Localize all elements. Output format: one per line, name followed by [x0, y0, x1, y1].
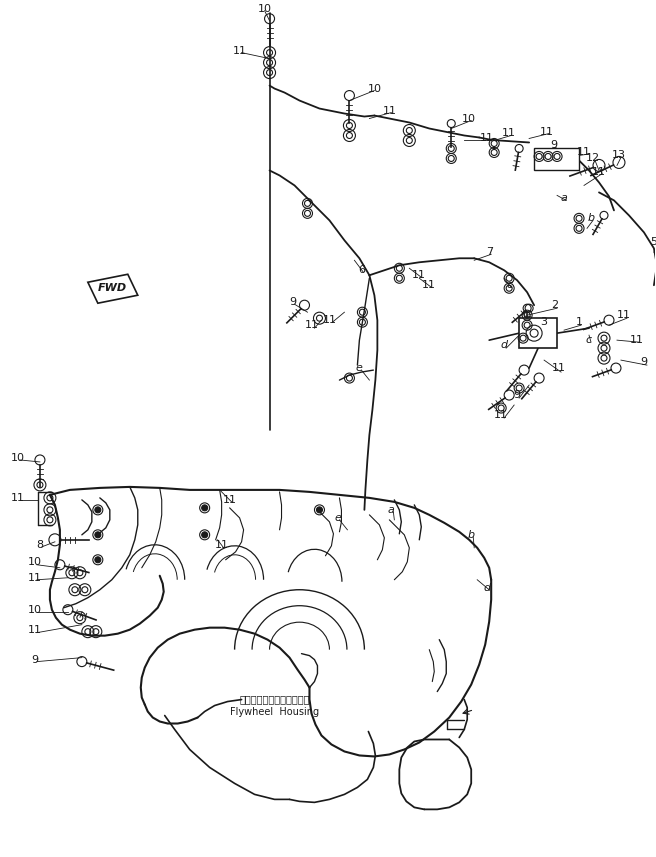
Text: 10: 10: [258, 3, 272, 14]
Text: 2: 2: [552, 300, 559, 310]
Text: 10: 10: [11, 453, 25, 463]
Text: 11: 11: [540, 128, 554, 137]
Bar: [519, 318, 557, 348]
Text: 10: 10: [367, 84, 381, 93]
Text: 11: 11: [592, 167, 606, 177]
Text: 11: 11: [630, 335, 644, 345]
Text: フライホイールハウジング: フライホイールハウジング: [239, 694, 310, 704]
Text: 11: 11: [480, 134, 494, 143]
Text: 10: 10: [462, 113, 476, 123]
Text: c: c: [586, 335, 592, 345]
Circle shape: [316, 506, 323, 512]
Text: 5: 5: [650, 237, 656, 248]
Text: 9: 9: [31, 655, 39, 665]
Text: 10: 10: [28, 605, 42, 614]
Text: 1: 1: [575, 317, 583, 327]
Text: 3: 3: [541, 317, 548, 327]
Text: 11: 11: [215, 540, 229, 550]
Text: 7: 7: [485, 248, 493, 257]
Text: 11: 11: [502, 129, 516, 139]
Circle shape: [95, 532, 101, 538]
Text: Flywheel  Housing: Flywheel Housing: [230, 706, 319, 716]
Text: FWD: FWD: [98, 283, 127, 293]
Text: 11: 11: [382, 105, 396, 116]
Circle shape: [201, 505, 208, 511]
Text: 11: 11: [494, 410, 508, 420]
Text: 11: 11: [304, 321, 318, 330]
Text: 11: 11: [11, 493, 25, 503]
Text: 11: 11: [617, 310, 631, 321]
Text: d: d: [501, 340, 508, 351]
Text: 9: 9: [550, 141, 558, 151]
Text: 11: 11: [323, 315, 337, 325]
Text: b: b: [468, 530, 475, 540]
Text: 11: 11: [413, 270, 426, 280]
Text: 8: 8: [36, 540, 43, 550]
Text: 11: 11: [222, 494, 237, 505]
Text: 11: 11: [552, 363, 566, 373]
Text: e: e: [334, 512, 341, 523]
Text: 11: 11: [28, 625, 42, 635]
Circle shape: [95, 506, 101, 512]
Text: 10: 10: [28, 557, 42, 566]
Text: e: e: [356, 363, 363, 373]
Text: 6: 6: [358, 266, 365, 275]
Text: 11: 11: [422, 280, 436, 291]
Text: 9: 9: [514, 390, 521, 400]
Circle shape: [201, 532, 208, 538]
Text: 11: 11: [28, 572, 42, 583]
Text: 9: 9: [289, 297, 296, 307]
Text: b: b: [588, 213, 594, 224]
Text: c: c: [506, 280, 512, 291]
Circle shape: [95, 557, 101, 563]
Text: 12: 12: [586, 153, 600, 164]
Bar: [534, 148, 579, 171]
Polygon shape: [88, 274, 138, 303]
Text: a: a: [388, 505, 395, 515]
Text: 13: 13: [612, 151, 626, 160]
Text: a: a: [561, 194, 567, 203]
Text: 11: 11: [577, 147, 591, 158]
Text: 9: 9: [640, 357, 647, 367]
Text: 11: 11: [233, 45, 247, 56]
Text: d: d: [483, 583, 491, 593]
